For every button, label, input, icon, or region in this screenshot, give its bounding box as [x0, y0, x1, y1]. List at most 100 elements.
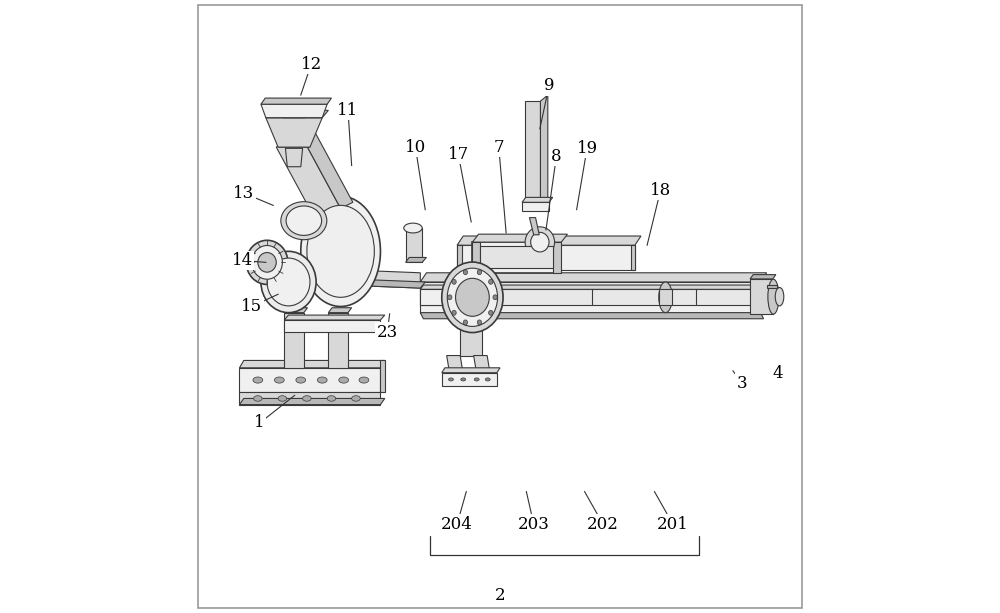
Polygon shape: [460, 319, 482, 356]
Ellipse shape: [274, 377, 284, 383]
Polygon shape: [301, 129, 353, 208]
Ellipse shape: [301, 196, 380, 306]
Ellipse shape: [452, 310, 456, 315]
Text: 23: 23: [377, 324, 398, 341]
Ellipse shape: [404, 223, 422, 233]
Ellipse shape: [485, 378, 490, 381]
Ellipse shape: [448, 295, 452, 300]
Text: 15: 15: [241, 298, 262, 315]
Ellipse shape: [493, 295, 497, 300]
Polygon shape: [472, 242, 480, 273]
Text: 204: 204: [441, 516, 473, 533]
Ellipse shape: [307, 205, 374, 297]
Ellipse shape: [246, 240, 288, 284]
Polygon shape: [266, 118, 322, 147]
Ellipse shape: [327, 396, 336, 402]
Ellipse shape: [252, 246, 282, 280]
Polygon shape: [328, 308, 352, 313]
Ellipse shape: [449, 378, 453, 381]
Polygon shape: [261, 104, 327, 118]
Text: 7: 7: [493, 139, 504, 156]
Ellipse shape: [352, 396, 360, 402]
Polygon shape: [457, 236, 641, 245]
Text: 202: 202: [587, 516, 619, 533]
Polygon shape: [239, 368, 380, 392]
Ellipse shape: [456, 278, 489, 316]
Ellipse shape: [267, 258, 310, 306]
Ellipse shape: [261, 251, 316, 313]
Ellipse shape: [452, 280, 456, 284]
Polygon shape: [420, 313, 764, 319]
Text: 19: 19: [576, 140, 598, 157]
Ellipse shape: [463, 270, 468, 275]
Ellipse shape: [768, 280, 779, 314]
Polygon shape: [420, 285, 773, 289]
Text: 4: 4: [772, 365, 783, 383]
Ellipse shape: [442, 262, 503, 333]
Polygon shape: [420, 282, 761, 313]
Polygon shape: [284, 308, 308, 313]
Polygon shape: [285, 148, 303, 167]
Polygon shape: [447, 356, 463, 374]
Polygon shape: [420, 289, 770, 305]
Ellipse shape: [296, 377, 306, 383]
Polygon shape: [750, 279, 773, 314]
Text: 17: 17: [448, 146, 469, 163]
Ellipse shape: [303, 396, 311, 402]
Polygon shape: [278, 118, 310, 147]
Polygon shape: [406, 228, 422, 262]
Polygon shape: [472, 234, 567, 242]
Ellipse shape: [477, 270, 482, 275]
Ellipse shape: [474, 378, 479, 381]
Polygon shape: [529, 218, 539, 235]
Polygon shape: [266, 110, 328, 118]
Polygon shape: [284, 320, 380, 332]
Ellipse shape: [659, 282, 672, 313]
Ellipse shape: [281, 202, 327, 240]
Polygon shape: [522, 197, 553, 202]
Polygon shape: [261, 98, 331, 104]
Polygon shape: [525, 101, 540, 205]
Ellipse shape: [489, 310, 493, 315]
Polygon shape: [767, 285, 777, 288]
Text: 13: 13: [233, 185, 254, 202]
Text: 2: 2: [495, 587, 505, 604]
Ellipse shape: [489, 280, 493, 284]
Text: 8: 8: [551, 148, 562, 165]
Text: 14: 14: [232, 252, 253, 269]
Polygon shape: [343, 270, 420, 288]
Text: 3: 3: [737, 375, 747, 392]
Text: 1: 1: [254, 414, 265, 432]
Polygon shape: [460, 314, 485, 319]
Polygon shape: [380, 360, 385, 392]
Polygon shape: [659, 289, 672, 305]
Polygon shape: [283, 104, 305, 118]
Polygon shape: [239, 360, 385, 368]
Polygon shape: [239, 398, 385, 405]
Ellipse shape: [477, 320, 482, 325]
Polygon shape: [442, 368, 500, 373]
Text: 18: 18: [650, 181, 671, 199]
Ellipse shape: [278, 396, 287, 402]
Polygon shape: [194, 0, 806, 613]
Ellipse shape: [447, 268, 498, 327]
Polygon shape: [457, 245, 635, 270]
Ellipse shape: [286, 206, 322, 235]
Polygon shape: [540, 95, 548, 205]
Polygon shape: [631, 245, 635, 270]
Text: 10: 10: [405, 139, 426, 156]
Ellipse shape: [525, 227, 555, 257]
Ellipse shape: [254, 396, 262, 402]
Polygon shape: [276, 135, 341, 221]
Ellipse shape: [339, 377, 349, 383]
Polygon shape: [239, 392, 380, 405]
Text: 9: 9: [544, 77, 554, 94]
Text: 201: 201: [657, 516, 689, 533]
Polygon shape: [420, 289, 472, 305]
Text: 12: 12: [301, 56, 322, 73]
Polygon shape: [406, 257, 426, 262]
Polygon shape: [284, 315, 385, 320]
Ellipse shape: [253, 377, 263, 383]
Polygon shape: [457, 245, 462, 270]
Polygon shape: [328, 313, 348, 368]
